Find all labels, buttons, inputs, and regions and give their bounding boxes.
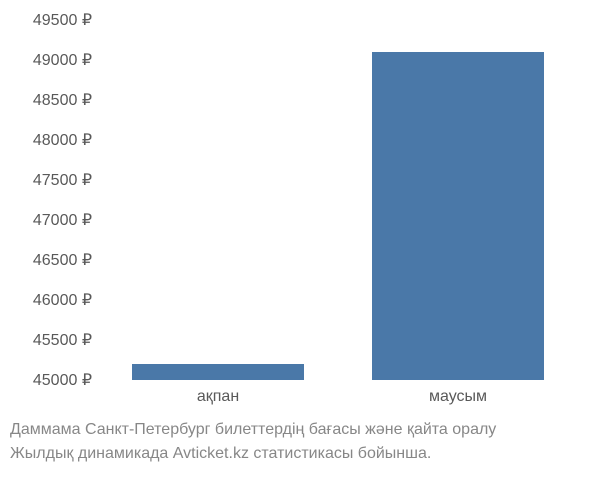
y-tick-label: 49000 ₽ (33, 50, 92, 70)
x-tick-label: маусым (429, 388, 487, 406)
caption-line-1: Даммама Санкт-Петербург билеттердің баға… (10, 418, 590, 442)
chart-caption: Даммама Санкт-Петербург билеттердің баға… (10, 418, 590, 466)
y-tick-label: 47000 ₽ (33, 210, 92, 230)
y-tick-label: 46500 ₽ (33, 250, 92, 270)
y-tick-label: 46000 ₽ (33, 290, 92, 310)
y-tick-label: 49500 ₽ (33, 10, 92, 30)
y-tick-label: 48000 ₽ (33, 130, 92, 150)
y-tick-label: 45000 ₽ (33, 370, 92, 390)
bar-chart: Даммама Санкт-Петербург билеттердің баға… (0, 0, 600, 500)
bar (132, 364, 305, 380)
y-tick-label: 45500 ₽ (33, 330, 92, 350)
y-tick-label: 48500 ₽ (33, 90, 92, 110)
x-tick-label: ақпан (197, 388, 239, 406)
y-tick-label: 47500 ₽ (33, 170, 92, 190)
caption-line-2: Жылдық динамикада Avticket.kz статистика… (10, 442, 590, 466)
bar (372, 52, 545, 380)
